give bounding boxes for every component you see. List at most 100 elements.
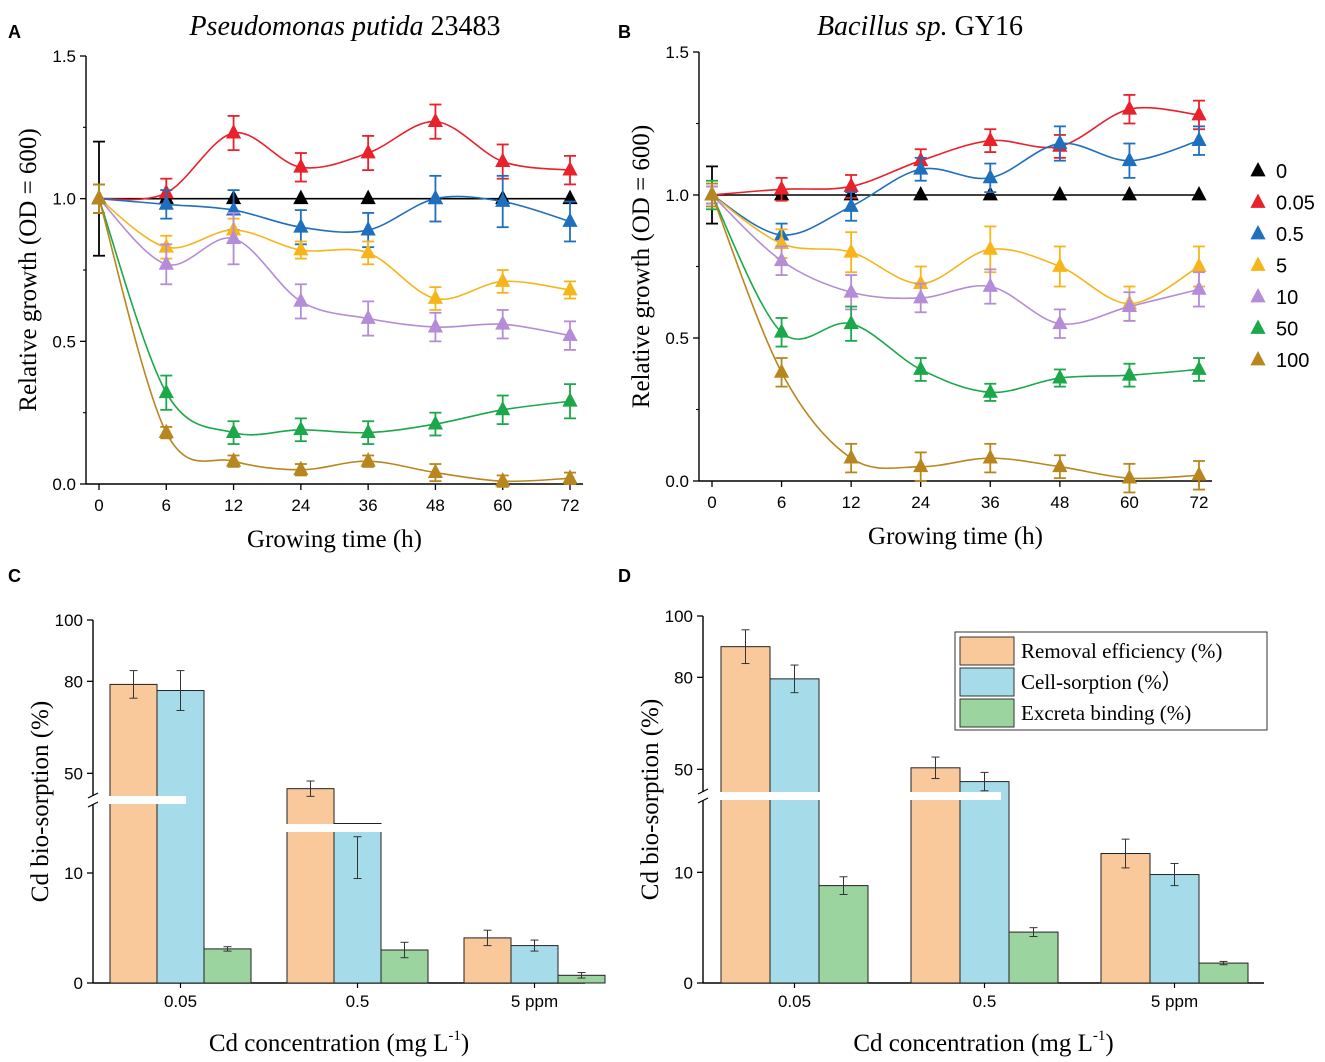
bar-series-2 [818,876,1249,984]
legend-label: 5 [1276,256,1287,278]
y-tick-label: 10 [674,863,693,882]
data-point [913,186,929,201]
bar [1100,853,1151,984]
bar [286,788,335,984]
y-tick-label: 1.5 [52,47,76,66]
data-point [495,152,511,167]
category-label: 0.5 [973,992,997,1011]
chart-title: Pseudomonas putida 23483 [188,11,500,42]
data-point [360,309,376,324]
data-point [427,415,444,430]
data-point [360,423,376,439]
data-point [843,243,859,258]
legend-swatch [959,698,1015,728]
data-point [913,274,929,290]
x-tick-label: 72 [1190,493,1209,512]
data-point [1052,134,1068,149]
y-axis-label: Cd bio-sorption (%) [27,701,54,902]
data-point [1191,105,1207,121]
bar [203,948,252,984]
y-tick-label: 0.0 [665,472,689,491]
legend: Removal efficiency (%) Cell-sorption (%） E… [954,631,1268,731]
bar [1198,962,1249,984]
data-point [158,255,174,270]
x-tick-label: 60 [1120,493,1139,512]
legend-label: 0.05 [1276,193,1315,215]
panel-label-b: B [618,22,631,42]
data-point [225,452,242,467]
data-point [982,186,998,201]
series-line [98,120,571,201]
data-point [293,420,309,436]
x-tick-label: 12 [842,493,861,512]
chart-title: Bacillus sp. GY16 [817,11,1023,42]
bar [720,646,771,984]
data-point [913,160,929,175]
data-point [1052,257,1068,272]
data-point [982,168,998,184]
data-point [982,449,998,464]
category-label: 5 ppm [511,992,558,1011]
legend-marker [1250,256,1266,271]
x-axis-label: Growing time (h) [247,526,422,553]
bar [959,781,1010,984]
data-point [1052,186,1068,201]
axis-break-band [691,792,1001,800]
category-label: 0.5 [346,992,370,1011]
data-point [1121,366,1138,381]
data-point [1052,314,1068,330]
data-point [427,189,444,205]
data-point [773,234,790,250]
legend-marker [1250,288,1266,303]
x-axis-label-sup: -1 [448,1028,461,1044]
legend-label: 10 [1276,287,1298,309]
data-point [1121,297,1138,312]
bar-series-0 [720,629,1151,984]
data-point [225,423,242,439]
data-point [773,180,790,195]
bar [156,690,205,984]
bar [1008,931,1059,984]
legend-marker [1250,162,1266,177]
legend-swatch [959,667,1015,697]
series-5 [704,185,1207,322]
data-point [293,460,309,476]
data-point [293,189,309,205]
bar-chart-c: 0 10 50 80 100 0.05 0.5 5 ppm Cd concentration (… [27,611,606,1057]
y-tick-label: 50 [674,760,693,779]
bar [910,767,961,984]
series-50 [704,179,1207,402]
x-axis-label-end: ) [1105,1030,1113,1057]
data-point [427,112,444,128]
y-tick-label: 100 [665,607,693,626]
data-point [913,288,929,304]
y-axis-label: Relative growth (OD = 600) [628,125,655,408]
legend-label: 0 [1276,161,1287,183]
data-point [293,158,309,173]
chart-title-italic: Pseudomonas putida [188,11,430,42]
bar-series-2 [203,941,606,984]
bar [109,683,158,984]
panel-label-a: A [8,22,21,42]
data-point [562,326,578,342]
data-point [982,131,998,147]
data-point [158,423,174,439]
data-point [495,315,511,330]
series-line [711,194,1200,480]
legend-label: 50 [1276,319,1298,341]
data-point [982,383,998,398]
series-0 [704,165,1207,225]
series-0_5 [91,174,578,249]
series-line [98,195,571,233]
axis-break-band [285,824,383,832]
data-point [913,360,929,375]
x-tick-label: 6 [777,493,786,512]
data-point [225,201,242,216]
data-point [843,197,859,212]
legend-label: Cell-sorption (%） [1021,670,1183,694]
x-tick-label: 48 [426,496,445,515]
data-point [495,272,511,287]
data-point [495,400,511,416]
chart-title-rest: 23483 [431,11,501,42]
data-point [1191,280,1207,295]
